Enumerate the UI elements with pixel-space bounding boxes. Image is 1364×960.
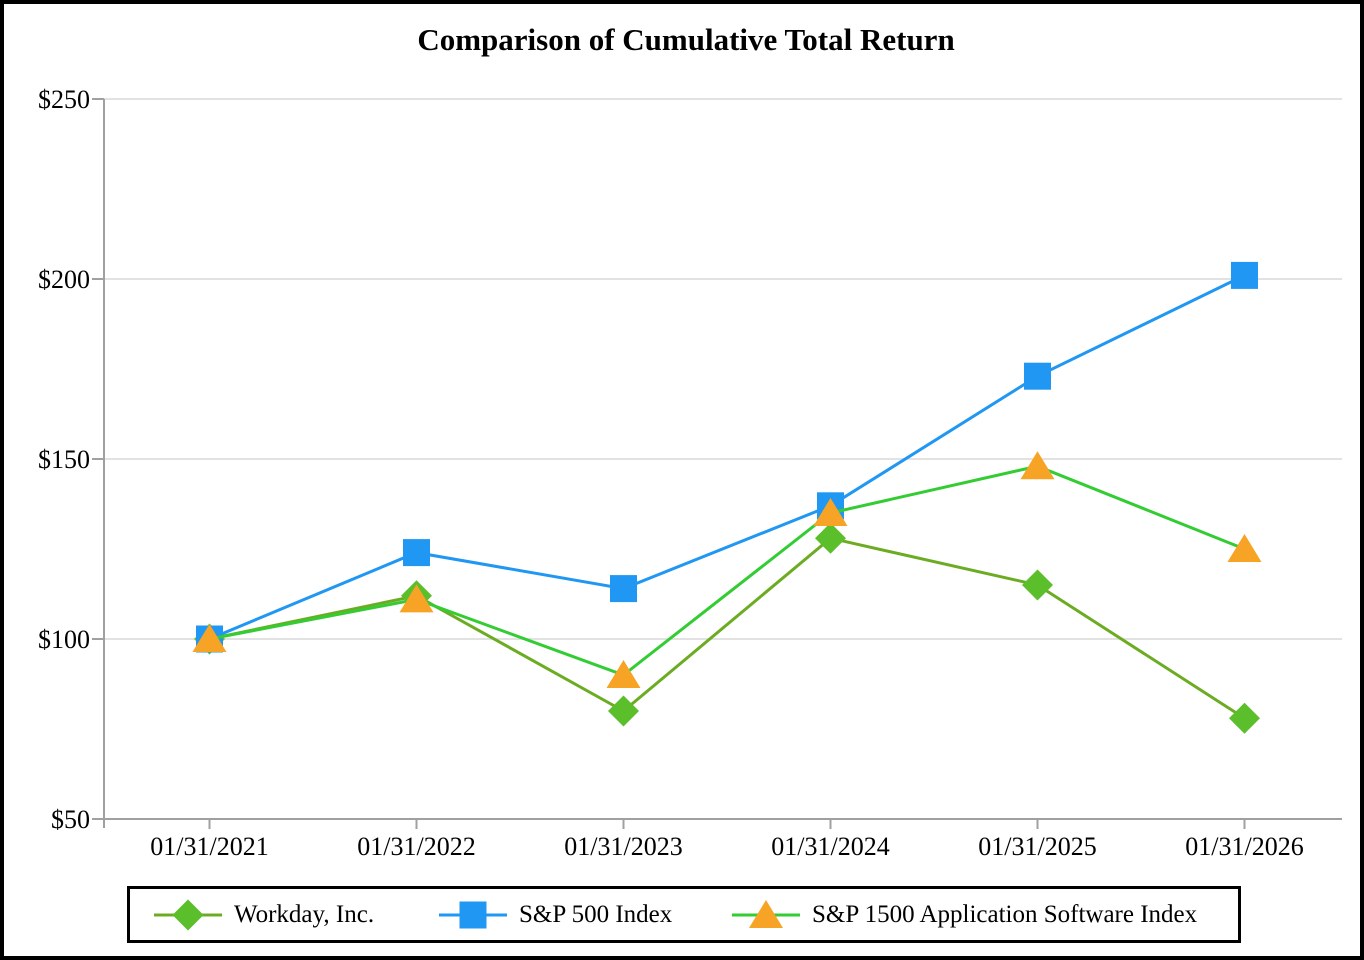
chart-title: Comparison of Cumulative Total Return <box>417 22 955 57</box>
legend-item-sp1500: S&P 1500 Application Software Index <box>732 889 1197 940</box>
legend-marker-diamond-icon <box>172 899 204 930</box>
x-tick-label-4: 01/31/2025 <box>978 832 1096 861</box>
y-tick-label-100: $100 <box>38 625 90 654</box>
series-line-workday-inc <box>209 536 1246 720</box>
x-tick-label-1: 01/31/2022 <box>357 832 475 861</box>
x-tick-label-2: 01/31/2023 <box>564 832 682 861</box>
y-tick-label-150: $150 <box>38 445 90 474</box>
legend-label-workday: Workday, Inc. <box>234 900 375 928</box>
workday-diamond-swatch <box>154 899 222 930</box>
marker-diamond-workday-inc-4 <box>1022 569 1053 601</box>
y-tick-label-50: $50 <box>51 805 90 834</box>
sp500-square-swatch <box>439 901 507 928</box>
marker-triangle-s-p-1500-application-software-index-3 <box>813 498 848 526</box>
marker-square-s-p-500-index-2 <box>610 575 637 603</box>
sp1500-triangle-swatch <box>732 899 800 928</box>
marker-triangle-s-p-1500-application-software-index-2 <box>606 660 641 688</box>
marker-square-s-p-500-index-5 <box>1231 261 1258 289</box>
legend-item-sp500: S&P 500 Index <box>439 889 672 940</box>
legend-marker-triangle-icon <box>749 899 783 928</box>
marker-triangle-s-p-1500-application-software-index-4 <box>1020 451 1055 480</box>
series-line-s-p-500-index <box>208 274 1246 641</box>
x-tick-label-3: 01/31/2024 <box>771 832 889 861</box>
series-line-s-p-1500-application-software-index <box>209 464 1246 677</box>
chart-legend: Workday, Inc. S&P 500 Index S&P 1500 App… <box>127 886 1241 943</box>
y-tick-label-250: $250 <box>38 85 90 114</box>
marker-triangle-s-p-1500-application-software-index-0 <box>192 624 227 652</box>
marker-square-s-p-500-index-4 <box>1024 362 1051 390</box>
marker-square-s-p-500-index-1 <box>403 539 430 567</box>
chart-canvas: $50 $100 $150 $200 $250 01/31/2021 01/31/2022 0… <box>38 85 1342 861</box>
marker-diamond-workday-inc-5 <box>1229 702 1260 734</box>
legend-label-sp1500: S&P 1500 Application Software Index <box>812 900 1198 928</box>
x-tick-label-0: 01/31/2021 <box>150 832 268 861</box>
legend-item-workday: Workday, Inc. <box>154 889 374 940</box>
marker-triangle-s-p-1500-application-software-index-1 <box>399 584 434 613</box>
marker-diamond-workday-inc-3 <box>815 522 846 554</box>
y-tick-label-200: $200 <box>38 265 90 294</box>
legend-marker-square-icon <box>459 901 487 928</box>
x-tick-label-5: 01/31/2026 <box>1185 832 1303 861</box>
marker-triangle-s-p-1500-application-software-index-5 <box>1227 534 1262 562</box>
legend-label-sp500: S&P 500 Index <box>519 900 673 928</box>
marker-diamond-workday-inc-2 <box>608 695 639 727</box>
